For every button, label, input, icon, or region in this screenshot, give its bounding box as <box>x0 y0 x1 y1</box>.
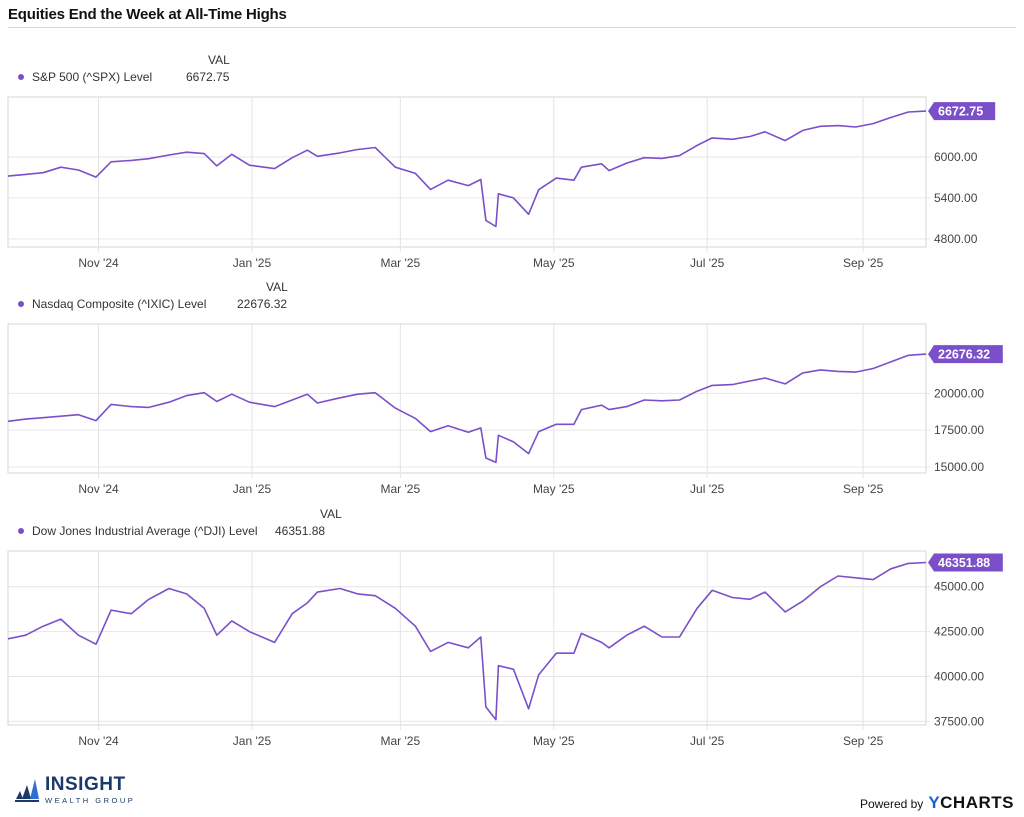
insight-mark-icon <box>15 778 39 802</box>
y-tick-label: 17500.00 <box>934 423 984 437</box>
insight-logo: INSIGHT WEALTH GROUP <box>14 774 136 805</box>
val-column-header: VAL <box>266 280 288 294</box>
legend-label: Dow Jones Industrial Average (^DJI) Leve… <box>32 524 258 538</box>
y-tick-label: 5400.00 <box>934 191 978 205</box>
x-tick-label: Jul '25 <box>690 256 725 270</box>
legend-item[interactable]: S&P 500 (^SPX) Level <box>18 70 152 84</box>
x-tick-label: Mar '25 <box>381 256 421 270</box>
val-column-header: VAL <box>320 507 342 521</box>
legend-value: 46351.88 <box>275 524 326 538</box>
plot-frame <box>7 550 927 726</box>
plot-frame <box>7 96 927 248</box>
latest-value-tag <box>928 553 1003 572</box>
x-tick-label: Nov '24 <box>78 482 119 496</box>
y-tick-label: 42500.00 <box>934 625 984 639</box>
latest-value-tag <box>928 345 1003 364</box>
latest-value-tag-label: 22676.32 <box>938 348 990 362</box>
powered-by-ycharts[interactable]: Powered by YCHARTS <box>860 793 1014 813</box>
latest-value-tag-label: 46351.88 <box>938 556 990 570</box>
y-tick-label: 37500.00 <box>934 714 984 728</box>
series-dot-icon <box>18 301 24 307</box>
series-dot-icon <box>18 74 24 80</box>
x-tick-label: Sep '25 <box>843 256 884 270</box>
y-tick-label: 45000.00 <box>934 580 984 594</box>
chart-title: Equities End the Week at All-Time Highs <box>8 6 287 23</box>
x-tick-label: Sep '25 <box>843 482 884 496</box>
y-tick-label: 6000.00 <box>934 150 978 164</box>
legend-item[interactable]: Dow Jones Industrial Average (^DJI) Leve… <box>18 524 258 538</box>
legend-label: S&P 500 (^SPX) Level <box>32 70 153 84</box>
ycharts-wordmark: CHARTS <box>940 793 1014 812</box>
plot-frame <box>7 323 927 474</box>
legend-value: 6672.75 <box>186 70 230 84</box>
x-tick-label: Jul '25 <box>690 734 725 748</box>
ycharts-y-mark: Y <box>928 793 941 812</box>
latest-value-tag <box>928 102 996 121</box>
latest-value-tag-label: 6672.75 <box>938 105 983 119</box>
series-line <box>7 561 927 721</box>
x-tick-label: Nov '24 <box>78 256 119 270</box>
series-line <box>7 110 927 228</box>
logo-subtitle: WEALTH GROUP <box>45 796 136 805</box>
x-tick-label: Nov '24 <box>78 734 119 748</box>
x-tick-label: Jul '25 <box>690 482 725 496</box>
y-tick-label: 40000.00 <box>934 670 984 684</box>
logo-wordmark: INSIGHT <box>45 774 126 795</box>
x-tick-label: Jan '25 <box>233 482 272 496</box>
y-tick-label: 15000.00 <box>934 460 984 474</box>
x-tick-label: May '25 <box>533 482 575 496</box>
legend-value: 22676.32 <box>237 297 288 311</box>
legend-label: Nasdaq Composite (^IXIC) Level <box>32 297 207 311</box>
ycharts-logo: YCHARTS <box>928 793 1014 813</box>
powered-by-label: Powered by <box>859 797 924 811</box>
x-tick-label: Jan '25 <box>233 734 272 748</box>
series-line <box>7 353 927 464</box>
x-tick-label: Jan '25 <box>233 256 272 270</box>
x-tick-label: May '25 <box>533 734 575 748</box>
x-tick-label: Sep '25 <box>843 734 884 748</box>
y-tick-label: 4800.00 <box>934 232 978 246</box>
x-tick-label: May '25 <box>533 256 575 270</box>
val-column-header: VAL <box>208 53 230 67</box>
x-tick-label: Mar '25 <box>381 482 421 496</box>
legend-item[interactable]: Nasdaq Composite (^IXIC) Level <box>18 297 206 311</box>
y-tick-label: 20000.00 <box>934 386 984 400</box>
x-tick-label: Mar '25 <box>381 734 421 748</box>
series-dot-icon <box>18 528 24 534</box>
title-divider <box>8 27 1016 28</box>
